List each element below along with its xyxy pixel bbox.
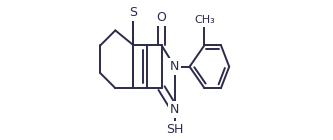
Text: CH₃: CH₃ (194, 16, 215, 25)
Text: N: N (170, 60, 179, 73)
Text: S: S (130, 6, 138, 19)
Text: N: N (170, 103, 179, 116)
Text: O: O (157, 11, 166, 24)
Text: SH: SH (166, 123, 183, 136)
